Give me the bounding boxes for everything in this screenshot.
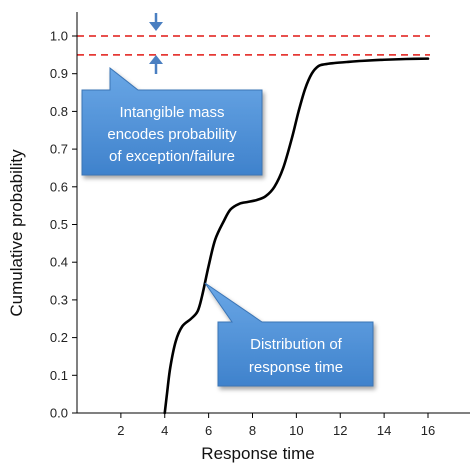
x-axis-title: Response time [201, 444, 314, 463]
callout-intangible-mass-line-1: Intangible mass [119, 104, 224, 121]
callout-distribution [204, 282, 374, 387]
callout-distribution-line-2: response time [249, 359, 343, 376]
y-tick-label: 0.1 [50, 368, 68, 383]
x-tick-label: 6 [205, 423, 212, 438]
callout-distribution-line-1: Distribution of [250, 336, 343, 353]
y-tick-label: 0.6 [50, 179, 68, 194]
y-tick-label: 0.0 [50, 406, 68, 421]
y-tick-label: 0.5 [50, 217, 68, 232]
y-tick-group: 0.0 0.1 0.2 0.3 0.4 0.5 0.6 0.7 0.8 0.9 1.0 [50, 29, 77, 421]
callout-intangible-mass-line-2: encodes probability [107, 126, 237, 143]
x-tick-label: 8 [249, 423, 256, 438]
y-tick-label: 0.2 [50, 330, 68, 345]
cdf-series-line [163, 57, 430, 415]
arrow-down-icon [149, 22, 163, 31]
y-tick-label: 0.7 [50, 142, 68, 157]
x-tick-label: 2 [117, 423, 124, 438]
x-tick-label: 16 [421, 423, 435, 438]
x-tick-label: 4 [161, 423, 168, 438]
y-tick-label: 0.4 [50, 255, 68, 270]
x-tick-label: 14 [377, 423, 391, 438]
callout-intangible-mass [81, 66, 263, 176]
arrow-up-icon [149, 55, 163, 64]
y-tick-label: 0.9 [50, 66, 68, 81]
y-axis-title: Cumulative probability [7, 149, 26, 317]
gap-arrows [149, 13, 163, 74]
y-tick-label: 0.3 [50, 292, 68, 307]
callout-intangible-mass-line-3: of exception/failure [109, 148, 235, 165]
x-tick-label: 10 [289, 423, 303, 438]
reference-lines [77, 35, 430, 56]
y-tick-label: 1.0 [50, 29, 68, 44]
x-tick-group: 2 4 6 8 10 12 14 16 [117, 413, 435, 438]
y-tick-label: 0.8 [50, 104, 68, 119]
x-tick-label: 12 [333, 423, 347, 438]
